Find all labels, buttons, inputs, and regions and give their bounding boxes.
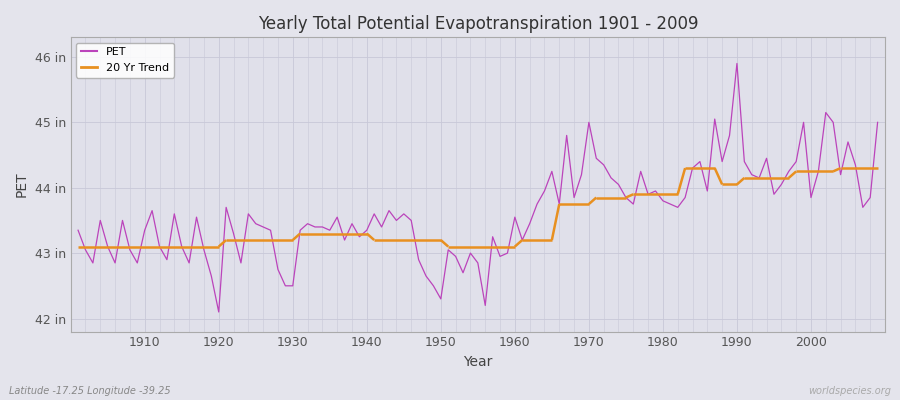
Title: Yearly Total Potential Evapotranspiration 1901 - 2009: Yearly Total Potential Evapotranspiratio… <box>257 15 698 33</box>
Legend: PET, 20 Yr Trend: PET, 20 Yr Trend <box>76 43 174 78</box>
Text: worldspecies.org: worldspecies.org <box>808 386 891 396</box>
X-axis label: Year: Year <box>464 355 492 369</box>
Y-axis label: PET: PET <box>15 172 29 197</box>
Text: Latitude -17.25 Longitude -39.25: Latitude -17.25 Longitude -39.25 <box>9 386 171 396</box>
